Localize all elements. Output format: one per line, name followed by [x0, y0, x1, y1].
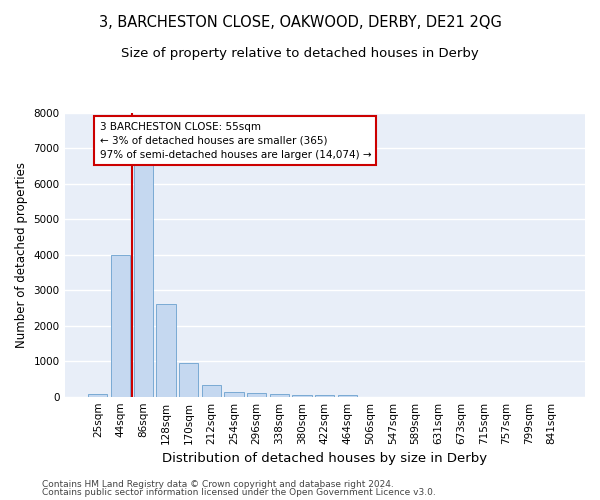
Text: 3, BARCHESTON CLOSE, OAKWOOD, DERBY, DE21 2QG: 3, BARCHESTON CLOSE, OAKWOOD, DERBY, DE2… — [98, 15, 502, 30]
Bar — [224, 392, 244, 396]
X-axis label: Distribution of detached houses by size in Derby: Distribution of detached houses by size … — [162, 452, 487, 465]
Text: Size of property relative to detached houses in Derby: Size of property relative to detached ho… — [121, 48, 479, 60]
Bar — [338, 395, 357, 396]
Y-axis label: Number of detached properties: Number of detached properties — [15, 162, 28, 348]
Bar — [134, 164, 153, 396]
Bar — [202, 385, 221, 396]
Bar — [88, 394, 107, 396]
Bar — [111, 254, 130, 396]
Bar — [292, 394, 312, 396]
Text: 3 BARCHESTON CLOSE: 55sqm
← 3% of detached houses are smaller (365)
97% of semi-: 3 BARCHESTON CLOSE: 55sqm ← 3% of detach… — [100, 122, 371, 160]
Bar — [270, 394, 289, 396]
Bar — [315, 394, 334, 396]
Bar — [156, 304, 176, 396]
Text: Contains public sector information licensed under the Open Government Licence v3: Contains public sector information licen… — [42, 488, 436, 497]
Bar — [179, 363, 198, 396]
Text: Contains HM Land Registry data © Crown copyright and database right 2024.: Contains HM Land Registry data © Crown c… — [42, 480, 394, 489]
Bar — [247, 393, 266, 396]
